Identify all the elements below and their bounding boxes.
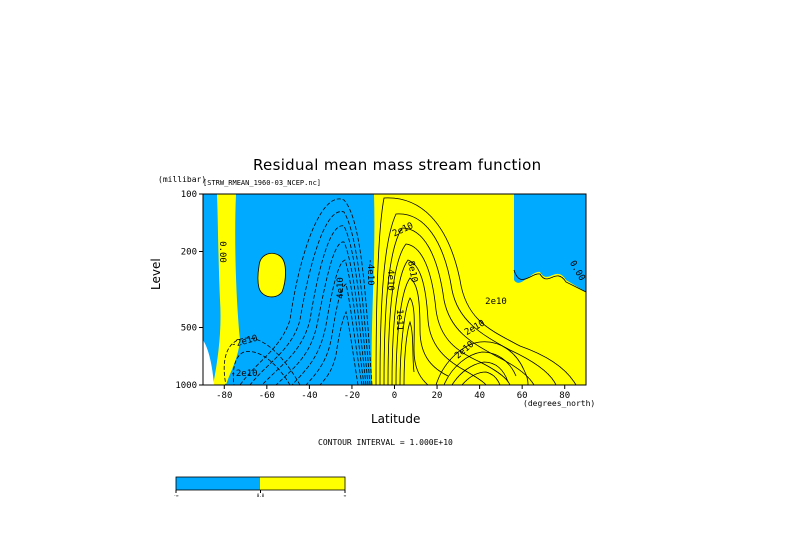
contour-line: [305, 283, 363, 386]
x-axis-label: Latitude: [371, 412, 421, 426]
x-units-label: (degrees_north): [523, 399, 596, 408]
contour-line: [232, 351, 291, 386]
contour-line: [375, 197, 577, 386]
contour-line: [513, 269, 587, 293]
positive-contours: [375, 197, 587, 386]
x-axis-ticks: -80 -60 -40 -20 0 20 40 60 80: [216, 385, 570, 401]
white-corner: [203, 340, 214, 385]
contour-line: [399, 297, 429, 386]
x-tick-label: 60: [517, 391, 528, 401]
x-tick-label: -40: [301, 391, 317, 401]
colorbar-positive: [260, 477, 345, 490]
source-file-label: [STRW_RMEAN_1960-03_NCEP.nc]: [203, 179, 322, 187]
x-tick-label: -60: [259, 391, 275, 401]
colorbar: -∞ 0.0 ∞: [174, 476, 347, 498]
contour-line: [239, 198, 373, 386]
x-tick-label: 40: [474, 391, 485, 401]
colorbar-tick-label: -∞: [174, 493, 179, 498]
contour-line: [391, 259, 487, 386]
x-tick-label: -20: [344, 391, 360, 401]
contour-line: [261, 225, 369, 386]
contour-label: 2e10: [485, 297, 507, 307]
x-tick-label: 0: [392, 391, 397, 401]
contour-interval-label: CONTOUR INTERVAL = 1.000E+10: [318, 438, 453, 447]
contour-line: [319, 310, 359, 386]
contour-line: [461, 371, 501, 386]
y-tick-label: 500: [181, 324, 197, 334]
contour-label: 1e11: [394, 309, 404, 331]
contour-line: [403, 320, 415, 386]
x-tick-label: 20: [432, 391, 443, 401]
colorbar-tick-label: ∞: [344, 493, 347, 498]
y-tick-label: 1000: [175, 381, 197, 391]
contour-line: [291, 259, 365, 386]
contour-label: -2e10: [230, 369, 257, 379]
contour-line: [223, 337, 301, 386]
x-tick-label: 80: [559, 391, 570, 401]
contour-line: [443, 351, 517, 386]
contour-label: 4e10: [336, 277, 346, 299]
contour-line: [275, 241, 367, 386]
contour-label: 0.00: [217, 241, 227, 263]
contour-label: -4e10: [365, 258, 375, 285]
y-axis-ticks: 100 200 500 1000: [175, 190, 203, 391]
colorbar-negative: [176, 477, 260, 490]
contour-label: 4e10: [385, 269, 395, 291]
contour-label: 8e10: [405, 260, 419, 283]
contour-line: [383, 227, 535, 386]
contour-line: [387, 243, 511, 386]
contour-line: [435, 341, 529, 386]
y-units-label: (millibar): [158, 175, 207, 184]
contour-line: [451, 361, 509, 386]
x-tick-label: -80: [216, 391, 232, 401]
colorbar-ticks: -∞ 0.0 ∞: [174, 490, 347, 498]
contour-line: [249, 211, 371, 386]
contour-line: [395, 277, 449, 386]
colorbar-tick-label: 0.0: [257, 493, 265, 498]
positive-region-polar: [213, 194, 240, 385]
contour-line: [379, 213, 557, 386]
chart-title: Residual mean mass stream function: [253, 156, 542, 174]
positive-region-blob: [257, 252, 286, 298]
negative-contours: [223, 198, 373, 386]
y-tick-label: 100: [181, 190, 197, 200]
y-tick-label: 200: [181, 247, 197, 257]
